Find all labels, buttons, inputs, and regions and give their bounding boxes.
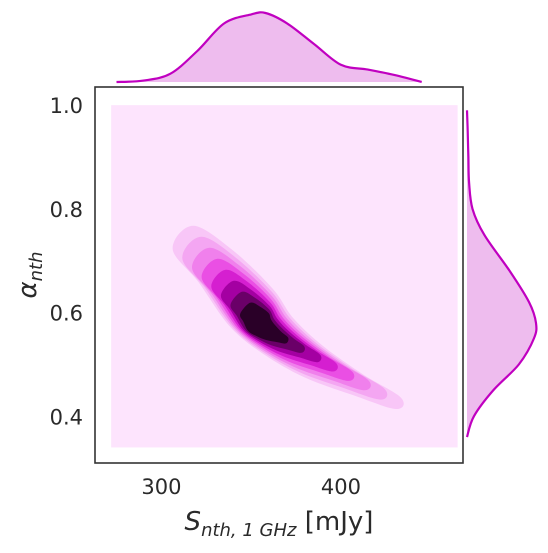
x-tick-label: 400 xyxy=(321,475,361,499)
y-label-symbol: α xyxy=(13,281,43,298)
kde-contour-level-8 xyxy=(239,302,289,344)
y-label-subscript: nth xyxy=(26,251,47,281)
marginal-x-line xyxy=(116,11,422,84)
y-tick-label: 0.6 xyxy=(50,302,83,326)
y-tick-label: 0.8 xyxy=(50,198,83,222)
y-axis-label: αnth xyxy=(13,251,47,298)
x-label-unit: [mJy] xyxy=(297,507,374,537)
y-axis-ticks: 0.4 0.6 0.8 1.0 xyxy=(50,94,83,429)
x-label-subscript: nth, 1 GHz xyxy=(201,520,297,541)
marginal-x-kde xyxy=(116,11,422,84)
kde-contours xyxy=(172,225,404,410)
x-axis-label: Snth, 1 GHz [mJy] xyxy=(185,507,374,541)
y-tick-label: 0.4 xyxy=(50,405,83,429)
x-axis-ticks: 300 400 xyxy=(141,475,361,499)
joint-plot-area xyxy=(111,105,458,448)
x-tick-label: 300 xyxy=(141,475,181,499)
marginal-y-line xyxy=(465,110,538,438)
marginal-y-fill xyxy=(467,110,537,438)
y-tick-label: 1.0 xyxy=(50,94,83,118)
marginal-x-fill xyxy=(116,12,422,83)
x-label-symbol: S xyxy=(185,507,202,537)
kde-background-region xyxy=(111,105,458,448)
plot-frame xyxy=(94,86,464,464)
marginal-y-kde xyxy=(465,110,538,438)
